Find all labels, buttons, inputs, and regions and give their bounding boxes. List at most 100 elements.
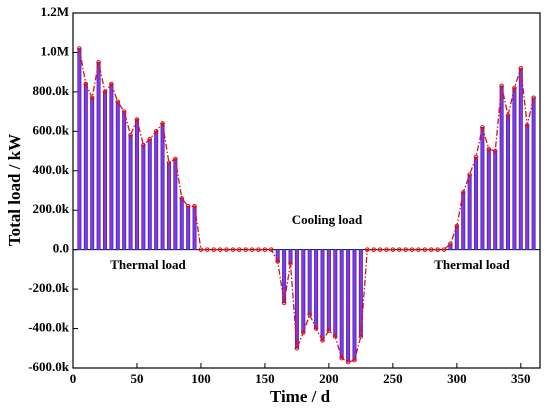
point [179, 196, 185, 201]
y-tick-label: -200.0k [28, 280, 70, 295]
annotation: Thermal load [110, 257, 186, 272]
point [262, 247, 268, 252]
point [192, 203, 197, 209]
bar [122, 111, 127, 251]
y-tick-label: -400.0k [28, 320, 70, 335]
x-axis-label: Time / d [270, 387, 331, 406]
point [134, 117, 140, 122]
bar [83, 83, 88, 251]
point [301, 330, 306, 335]
point [409, 247, 415, 252]
bar [474, 156, 479, 251]
point [454, 223, 460, 229]
point [217, 247, 223, 252]
point [384, 247, 389, 252]
point [115, 99, 121, 105]
y-tick-label: 200.0k [33, 201, 70, 216]
y-tick-label: 1.0M [40, 43, 69, 58]
bar [141, 144, 146, 251]
bar [179, 197, 184, 251]
bar [480, 126, 485, 251]
point [352, 357, 357, 363]
bar [186, 205, 191, 251]
bar [531, 97, 536, 251]
point [422, 247, 428, 252]
bar [147, 138, 152, 251]
point [518, 65, 524, 71]
bar [518, 67, 523, 251]
point [205, 247, 210, 252]
point [237, 247, 242, 252]
x-tick-label: 350 [511, 371, 531, 386]
bar [467, 174, 472, 251]
bar [333, 249, 338, 337]
point [173, 156, 178, 162]
bar [173, 158, 178, 251]
point [486, 146, 492, 152]
bar [102, 91, 107, 251]
bar [166, 162, 171, 251]
bar [307, 249, 312, 316]
bar [506, 115, 511, 251]
bar [134, 119, 139, 251]
x-tick-label: 150 [255, 371, 275, 386]
bar [454, 225, 459, 251]
y-tick-label: 800.0k [33, 83, 70, 98]
bar [499, 85, 504, 251]
point [313, 326, 319, 331]
bar [314, 249, 319, 329]
bar [160, 123, 165, 251]
bar [128, 134, 133, 251]
bar [96, 61, 101, 251]
y-tick-label: 0.0 [53, 241, 69, 256]
point [364, 247, 370, 252]
point [211, 247, 217, 252]
annotation: Cooling load [292, 212, 363, 227]
bar [339, 249, 344, 359]
point [512, 85, 517, 91]
point [435, 247, 440, 252]
point [269, 247, 274, 252]
x-tick-label: 50 [130, 371, 143, 386]
y-tick-label: 600.0k [33, 122, 70, 137]
point [77, 46, 82, 51]
bar [294, 249, 299, 349]
bar [352, 249, 357, 361]
x-tick-label: 250 [383, 371, 403, 386]
bar [326, 249, 331, 331]
bar [358, 249, 363, 337]
annotation: Thermal load [434, 257, 510, 272]
point [166, 160, 172, 166]
point [141, 142, 146, 148]
x-tick-label: 200 [319, 371, 339, 386]
y-tick-label: 400.0k [33, 162, 70, 177]
point [275, 259, 281, 264]
point [243, 247, 249, 252]
point [83, 81, 89, 87]
point [358, 334, 364, 339]
x-tick-label: 0 [70, 371, 77, 386]
point [390, 247, 396, 252]
bar [282, 249, 287, 304]
point [531, 95, 536, 101]
y-tick-label: 1.2M [40, 4, 69, 19]
plot-frame [72, 12, 541, 369]
point [109, 81, 114, 87]
bar [77, 48, 82, 251]
point [224, 247, 229, 252]
point [153, 129, 159, 134]
point [185, 203, 191, 209]
point [326, 328, 332, 333]
y-axis-label: Total load / kW [5, 134, 24, 246]
point [441, 247, 447, 252]
x-tick-label: 100 [191, 371, 211, 386]
point [492, 148, 498, 154]
point [128, 132, 133, 138]
point [371, 247, 376, 252]
point [320, 338, 325, 343]
point [403, 247, 408, 252]
bar [346, 249, 351, 363]
load-line [78, 48, 535, 363]
bar [448, 243, 453, 251]
